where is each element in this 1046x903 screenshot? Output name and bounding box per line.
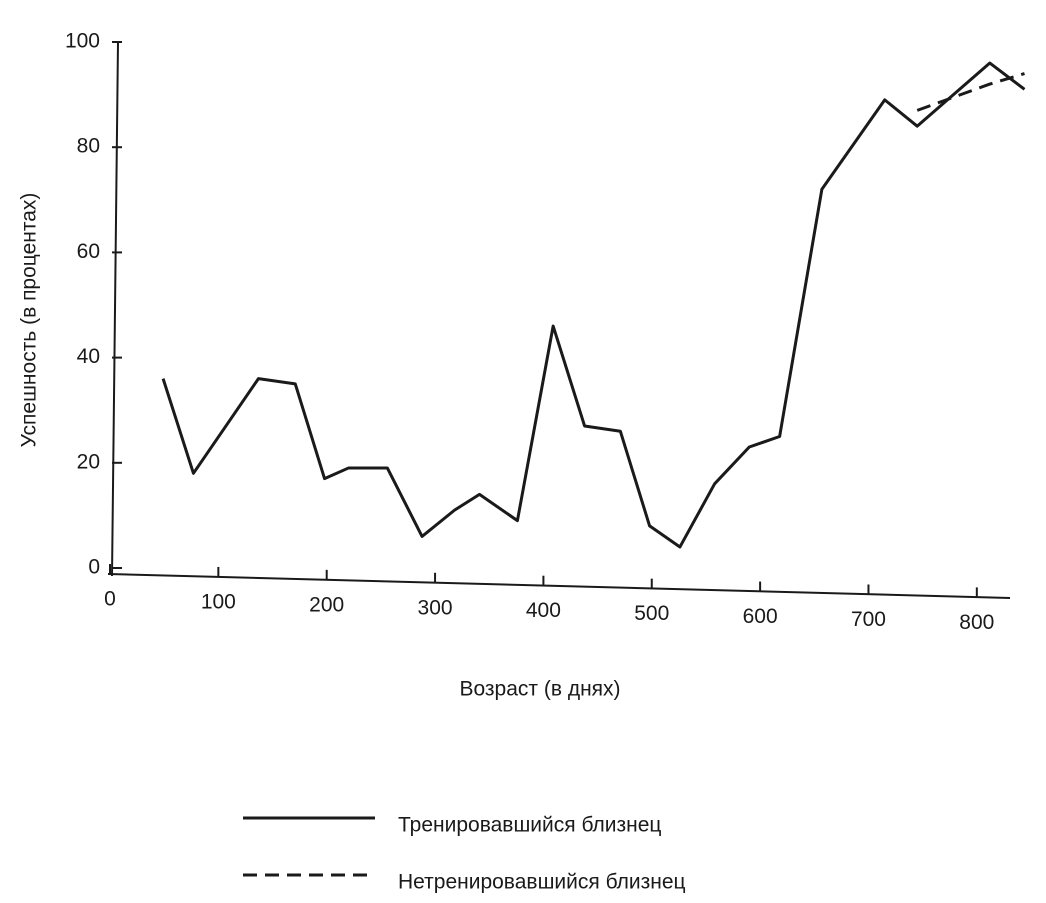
x-tick-label: 500	[634, 602, 669, 625]
y-tick-label: 100	[65, 30, 100, 53]
data-line	[916, 72, 1025, 112]
x-tick-label: 400	[526, 599, 561, 622]
y-tick-label: 20	[77, 450, 100, 473]
y-tick-label: 80	[77, 135, 100, 158]
x-tick-label: 600	[743, 605, 778, 628]
x-tick-label: 0	[104, 588, 116, 611]
x-tick-label: 100	[201, 590, 236, 613]
x-tick-label: 700	[851, 608, 886, 631]
x-axis	[107, 573, 1011, 599]
legend-label: Нетренировавшийся близнец	[398, 871, 686, 894]
x-tick-label: 200	[309, 593, 344, 616]
y-tick-label: 0	[88, 556, 100, 579]
y-tick-label: 60	[77, 240, 100, 263]
y-axis	[111, 41, 119, 577]
y-axis-title: Успешность (в процентах)	[18, 193, 41, 448]
data-line	[161, 61, 1026, 549]
x-tick-label: 800	[959, 611, 994, 634]
y-tick-label: 40	[77, 345, 100, 368]
x-tick-label: 300	[418, 596, 453, 619]
x-axis-title: Возраст (в днях)	[459, 678, 620, 701]
legend-label: Тренировавшийся близнец	[398, 814, 661, 837]
